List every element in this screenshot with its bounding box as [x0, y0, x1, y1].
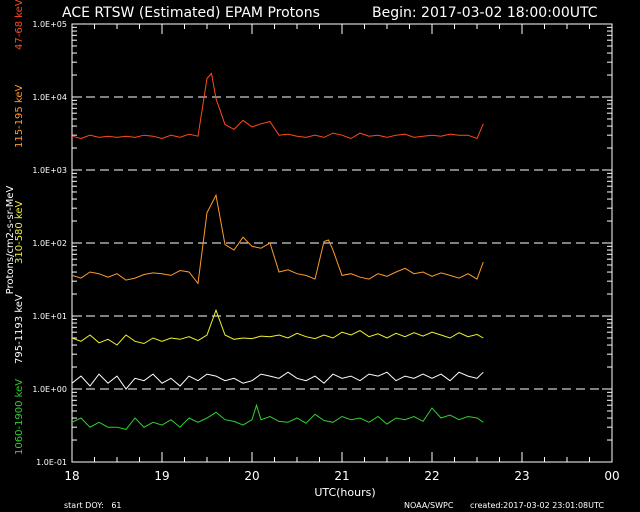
y-axis-label-group: Protons/cm2-s-sr-MeV 47-68 keV 115-195 keV… — [5, 0, 25, 455]
series-label: 795-1193 keV — [14, 294, 25, 364]
x-tick-label: 19 — [154, 469, 169, 483]
y-tick-label: 1.0E+02 — [32, 239, 67, 248]
footer-created: created:2017-03-02 23:01:08UTC — [470, 501, 604, 510]
footer-start-doy: start DOY: 61 — [64, 501, 122, 510]
begin-time-label: Begin: 2017-03-02 18:00:00UTC — [372, 5, 598, 21]
chart-title: ACE RTSW (Estimated) EPAM Protons — [62, 5, 320, 21]
series-label: 310-580 keV — [14, 200, 25, 264]
series-line-1060-1900-kev — [71, 403, 484, 430]
series-lines — [71, 72, 484, 430]
x-tick-label: 23 — [514, 469, 529, 483]
series-line-47-68-kev — [71, 72, 484, 140]
series-line-795-1193-kev — [71, 371, 484, 390]
y-tick-label: 1.0E+01 — [32, 312, 67, 321]
x-axis: 18 19 20 21 22 23 00 — [64, 24, 620, 483]
x-tick-label: 21 — [334, 469, 349, 483]
y-tick-label: 1.0E+05 — [32, 20, 67, 29]
y-tick-label: 1.0E+03 — [32, 166, 67, 175]
y-tick-label: 1.0E+00 — [32, 385, 67, 394]
x-tick-label: 18 — [64, 469, 79, 483]
x-tick-label: 22 — [424, 469, 439, 483]
series-line-310-580-kev — [71, 308, 484, 346]
dashed-gridlines — [72, 96, 612, 390]
y-tick-label: 1.0E-01 — [36, 458, 67, 467]
y-tick-label: 1.0E+04 — [32, 93, 67, 102]
x-tick-label: 20 — [244, 469, 259, 483]
series-label: 115-195 keV — [14, 84, 25, 148]
series-label: 47-68 keV — [14, 0, 25, 50]
y-axis: 1.0E+05 1.0E+04 1.0E+03 1.0E+02 1.0E+01 1.0E+… — [32, 20, 612, 467]
series-line-115-195-kev — [71, 193, 484, 285]
x-tick-label: 00 — [604, 469, 619, 483]
x-axis-label: UTC(hours) — [314, 486, 375, 499]
y-axis-label: Protons/cm2-s-sr-MeV — [5, 185, 16, 294]
footer-agency: NOAA/SWPC — [404, 501, 454, 510]
series-label: 1060-1900 keV — [14, 379, 25, 455]
